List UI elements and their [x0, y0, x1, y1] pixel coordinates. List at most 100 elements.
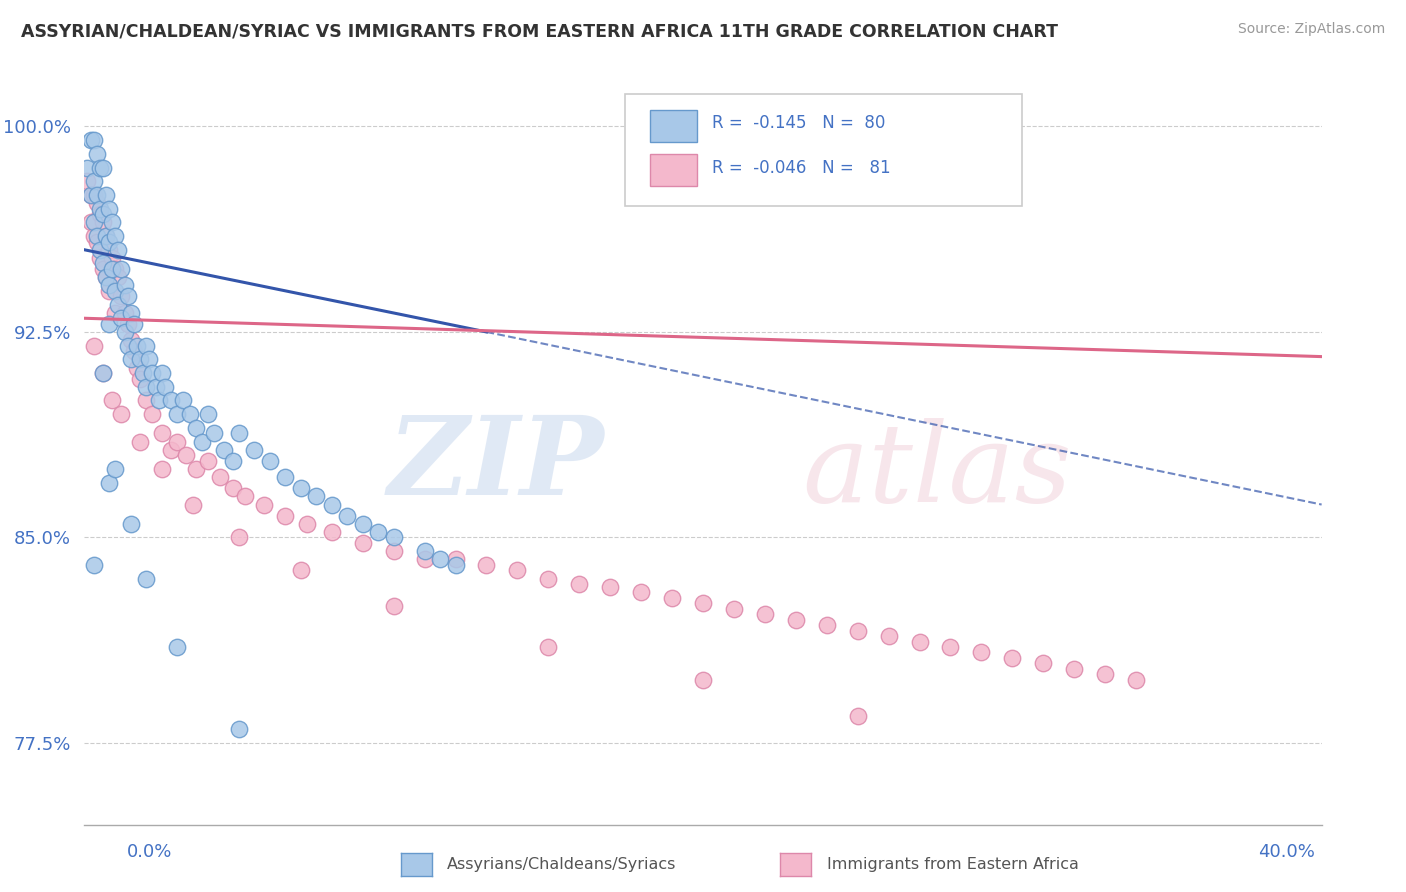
Point — [692, 596, 714, 610]
Point — [91, 215, 114, 229]
Point — [785, 613, 807, 627]
Point — [202, 426, 225, 441]
Point — [382, 530, 405, 544]
Point — [89, 207, 111, 221]
Point — [135, 380, 157, 394]
Point — [83, 338, 105, 352]
Point — [86, 235, 108, 249]
Point — [122, 317, 145, 331]
Point — [191, 434, 214, 449]
Point — [877, 629, 900, 643]
Point — [181, 498, 204, 512]
Point — [83, 229, 105, 244]
Point — [79, 215, 101, 229]
Point — [352, 536, 374, 550]
Point — [444, 552, 467, 566]
Point — [76, 161, 98, 175]
Point — [259, 453, 281, 467]
Point — [120, 352, 142, 367]
Point — [101, 261, 124, 276]
Point — [1032, 657, 1054, 671]
Point — [83, 188, 105, 202]
Point — [367, 524, 389, 539]
Point — [352, 516, 374, 531]
Point — [86, 188, 108, 202]
Point — [166, 407, 188, 421]
Text: Immigrants from Eastern Africa: Immigrants from Eastern Africa — [827, 857, 1078, 871]
Point — [336, 508, 359, 523]
Point — [110, 261, 132, 276]
Point — [153, 380, 176, 394]
Point — [135, 393, 157, 408]
Point — [274, 470, 297, 484]
Point — [104, 229, 127, 244]
Point — [290, 563, 312, 577]
Point — [176, 448, 198, 462]
Point — [114, 306, 136, 320]
Point — [98, 278, 121, 293]
Point — [290, 481, 312, 495]
Point — [160, 393, 183, 408]
Point — [228, 530, 250, 544]
Point — [184, 462, 207, 476]
Point — [846, 708, 869, 723]
Point — [135, 572, 157, 586]
Point — [172, 393, 194, 408]
Point — [815, 618, 838, 632]
Point — [1063, 662, 1085, 676]
Point — [429, 552, 451, 566]
Point — [91, 207, 114, 221]
Point — [104, 462, 127, 476]
Text: R =  -0.145   N =  80: R = -0.145 N = 80 — [711, 114, 884, 132]
Point — [321, 524, 343, 539]
Point — [212, 442, 235, 457]
Point — [91, 261, 114, 276]
Point — [150, 462, 173, 476]
Point — [1001, 651, 1024, 665]
Point — [197, 407, 219, 421]
Point — [94, 270, 117, 285]
Point — [295, 516, 318, 531]
Point — [228, 426, 250, 441]
Point — [939, 640, 962, 654]
Point — [120, 333, 142, 347]
Point — [129, 434, 152, 449]
Point — [661, 591, 683, 605]
Point — [101, 393, 124, 408]
Point — [104, 284, 127, 298]
Point — [83, 174, 105, 188]
Point — [114, 325, 136, 339]
Point — [160, 442, 183, 457]
FancyBboxPatch shape — [626, 94, 1022, 206]
Point — [120, 306, 142, 320]
Point — [413, 552, 436, 566]
Point — [179, 407, 201, 421]
Text: Assyrians/Chaldeans/Syriacs: Assyrians/Chaldeans/Syriacs — [447, 857, 676, 871]
Point — [89, 251, 111, 265]
Point — [98, 317, 121, 331]
Point — [630, 585, 652, 599]
Point — [125, 360, 148, 375]
Point — [197, 453, 219, 467]
Point — [110, 311, 132, 326]
Point — [1094, 667, 1116, 681]
Text: ZIP: ZIP — [388, 411, 605, 518]
Point — [166, 434, 188, 449]
Point — [79, 188, 101, 202]
Point — [101, 251, 124, 265]
Point — [692, 673, 714, 687]
Point — [98, 284, 121, 298]
Point — [98, 475, 121, 490]
Point — [91, 161, 114, 175]
Point — [98, 202, 121, 216]
Point — [132, 366, 155, 380]
Point — [94, 270, 117, 285]
Point — [79, 188, 101, 202]
Point — [413, 544, 436, 558]
Point — [135, 338, 157, 352]
Point — [1125, 673, 1147, 687]
Point — [98, 235, 121, 249]
Point — [599, 580, 621, 594]
Point — [222, 453, 245, 467]
Point — [86, 146, 108, 161]
